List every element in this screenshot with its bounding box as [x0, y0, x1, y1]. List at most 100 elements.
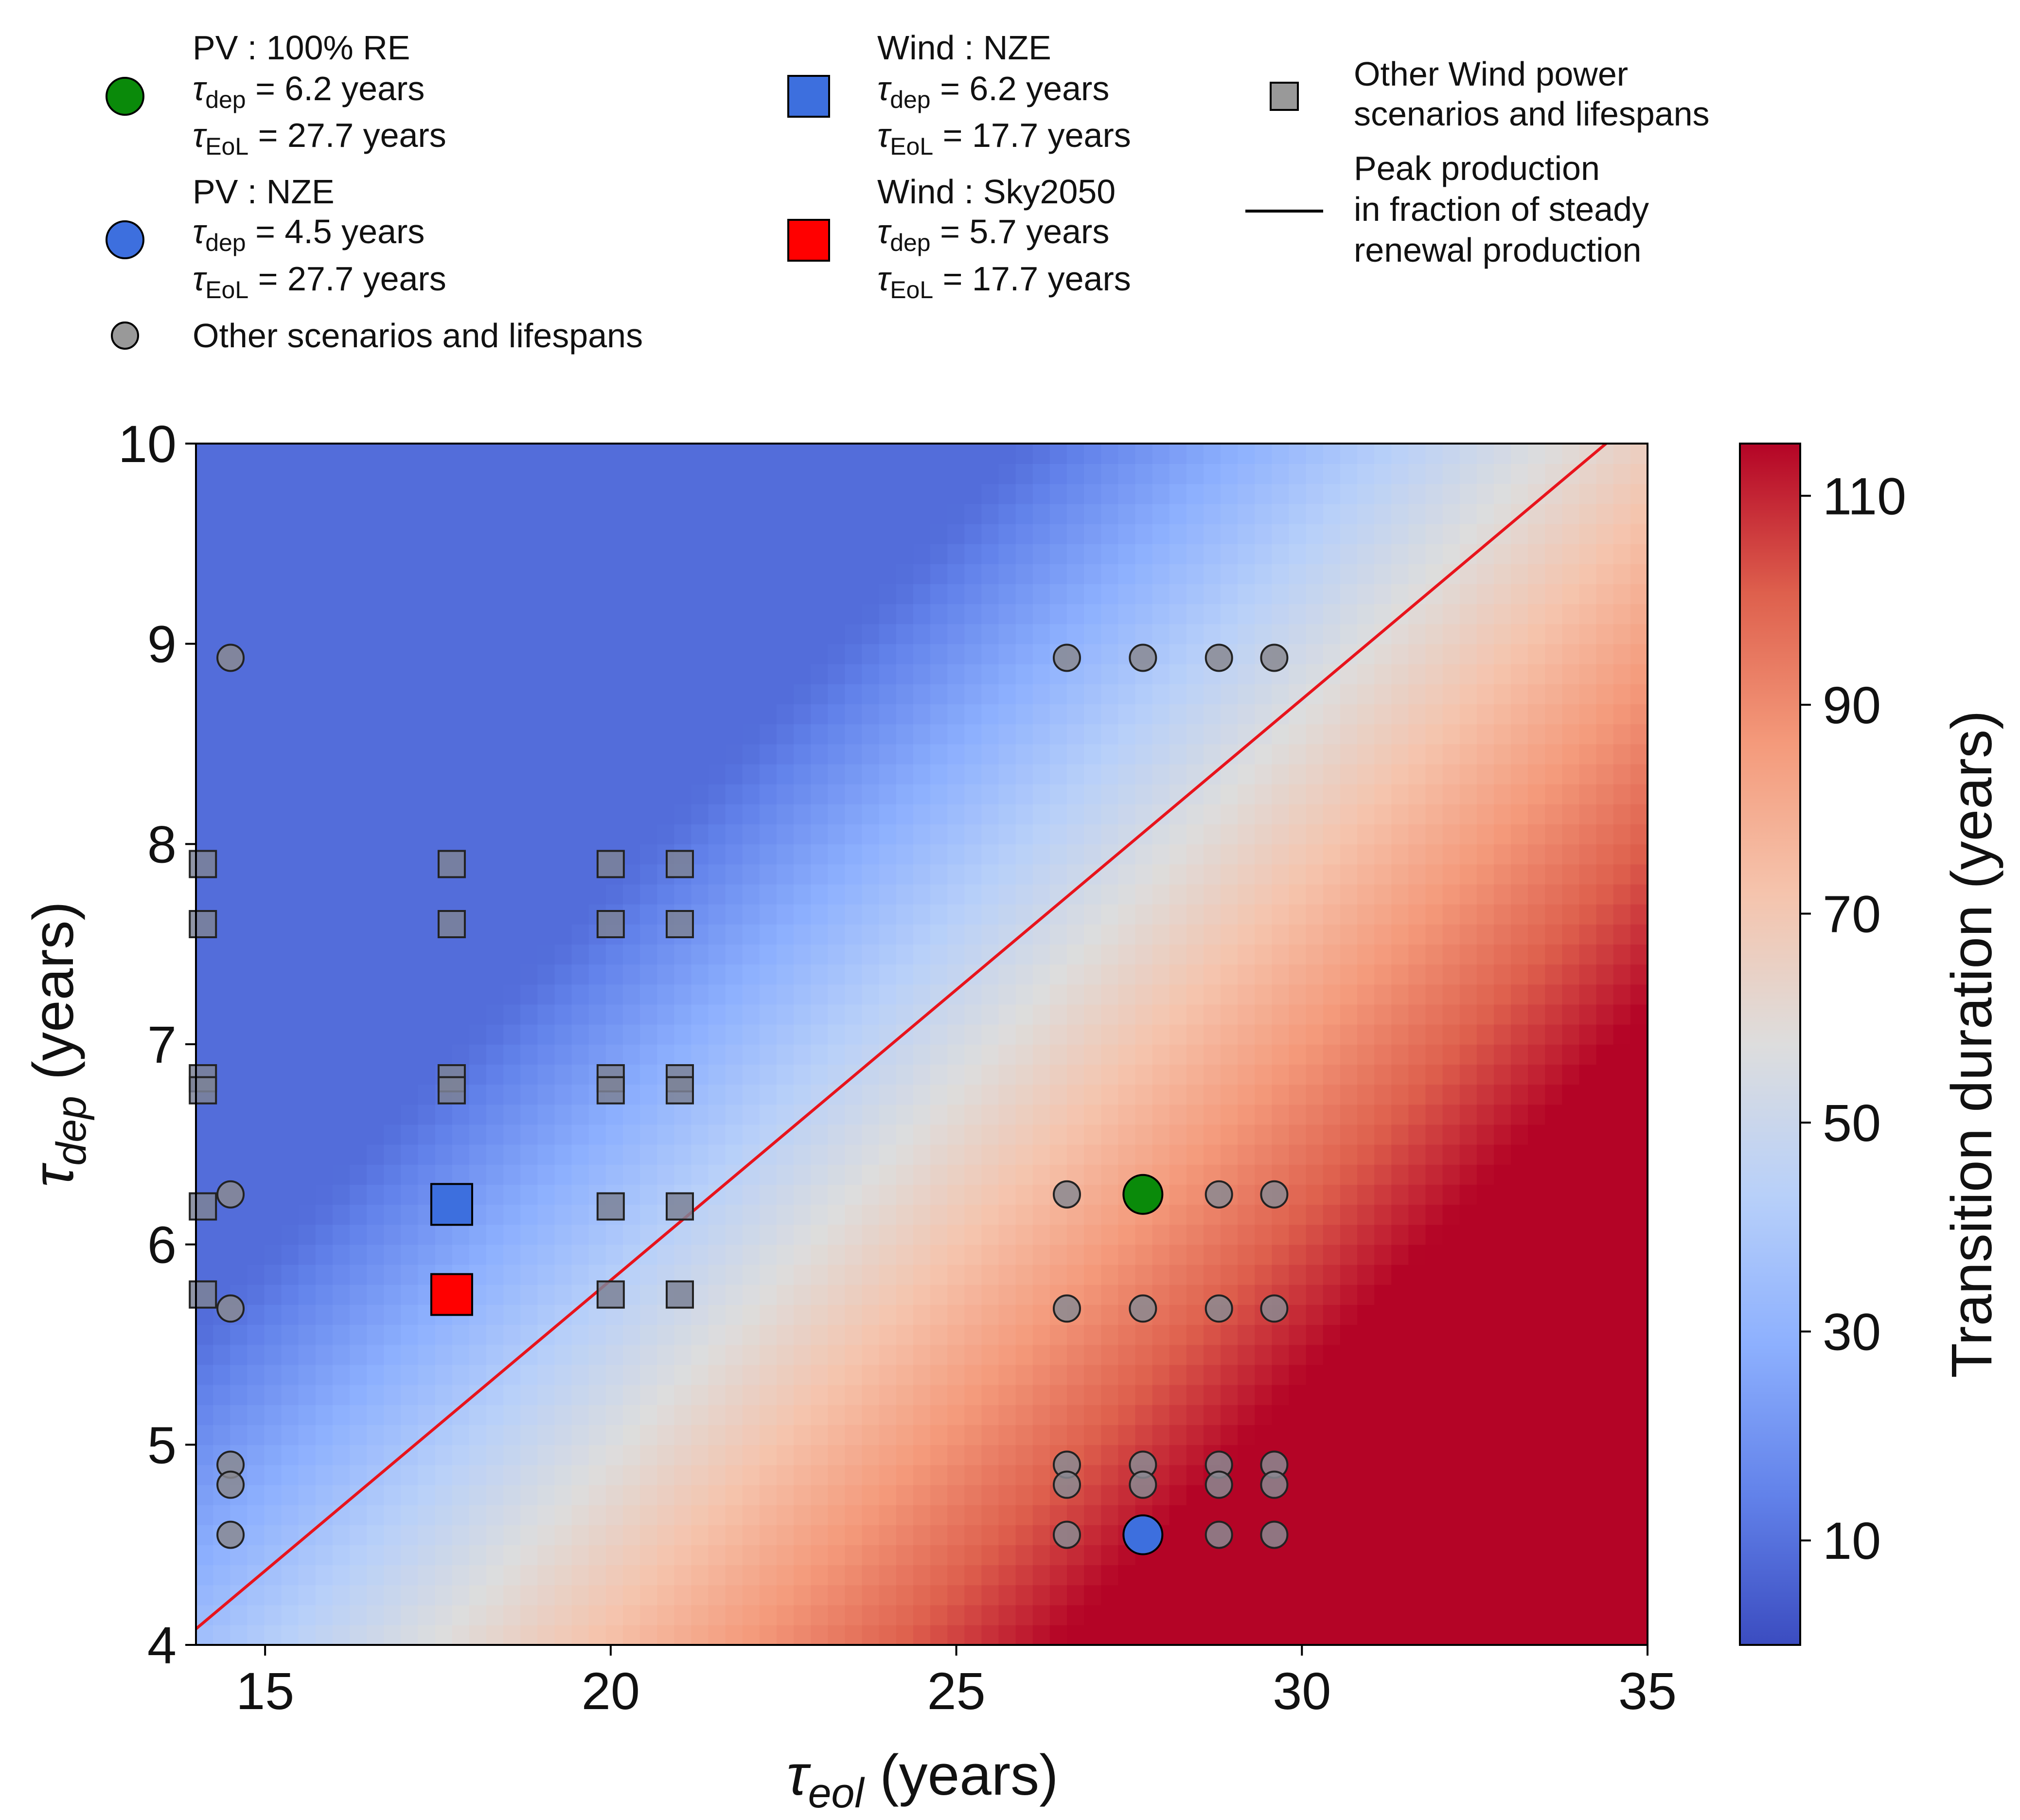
heatmap-cell: [1493, 503, 1511, 524]
heatmap-cell: [1391, 1264, 1409, 1285]
heatmap-cell: [1049, 944, 1067, 965]
heatmap-cell: [742, 1124, 760, 1145]
heatmap-cell: [1425, 764, 1443, 785]
heatmap-cell: [998, 1144, 1016, 1165]
heatmap-cell: [1084, 1364, 1102, 1385]
heatmap-cell: [1374, 1504, 1392, 1525]
heatmap-cell: [1015, 523, 1033, 544]
heatmap-cell: [384, 1244, 402, 1265]
heatmap-cell: [862, 543, 880, 564]
heatmap-cell: [879, 1425, 897, 1445]
heatmap-cell: [742, 1384, 760, 1405]
heatmap-cell: [367, 1184, 385, 1205]
heatmap-cell: [1596, 684, 1614, 704]
heatmap-cell: [1221, 1044, 1238, 1065]
heatmap-cell: [435, 944, 453, 965]
heatmap-cell: [657, 1324, 675, 1345]
heatmap-cell: [725, 904, 743, 925]
heatmap-cell: [998, 1304, 1016, 1325]
heatmap-cell: [1323, 824, 1341, 845]
heatmap-cell: [1101, 1384, 1119, 1405]
heatmap-cell: [777, 924, 794, 945]
heatmap-cell: [588, 1484, 606, 1505]
heatmap-cell: [1596, 663, 1614, 684]
heatmap-cell: [1562, 1384, 1580, 1405]
heatmap-cell: [1238, 1204, 1256, 1225]
heatmap-cell: [1186, 684, 1204, 704]
heatmap-cell: [1442, 1244, 1460, 1265]
heatmap-cell: [1272, 1425, 1290, 1445]
heatmap-cell: [452, 503, 470, 524]
heatmap-cell: [1579, 1304, 1597, 1325]
heatmap-cell: [1203, 824, 1221, 845]
heatmap-cell: [811, 444, 829, 464]
heatmap-cell: [811, 1504, 829, 1525]
heatmap-cell: [1289, 1004, 1307, 1025]
heatmap-cell: [708, 1384, 726, 1405]
heatmap-cell: [1511, 864, 1528, 885]
heatmap-cell: [998, 564, 1016, 584]
heatmap-cell: [930, 784, 948, 804]
heatmap-cell: [1340, 1484, 1358, 1505]
heatmap-cell: [981, 1605, 999, 1625]
heatmap-cell: [503, 1585, 521, 1606]
heatmap-cell: [657, 1384, 675, 1405]
heatmap-cell: [1374, 1324, 1392, 1345]
heatmap-cell: [247, 984, 265, 1005]
heatmap-cell: [1374, 584, 1392, 605]
heatmap-cell: [196, 1364, 213, 1385]
heatmap-cell: [1084, 944, 1102, 965]
heatmap-cell: [196, 1484, 213, 1505]
heatmap-cell: [1323, 864, 1341, 885]
heatmap-cell: [1357, 1304, 1375, 1325]
heatmap-cell: [1135, 1224, 1153, 1245]
heatmap-cell: [1289, 764, 1307, 785]
heatmap-cell: [435, 1504, 453, 1525]
heatmap-cell: [435, 724, 453, 745]
heatmap-cell: [845, 584, 863, 605]
heatmap-cell: [247, 1104, 265, 1125]
heatmap-cell: [315, 1024, 333, 1045]
heatmap-cell: [862, 764, 880, 785]
heatmap-cell: [1101, 1445, 1119, 1465]
heatmap-cell: [725, 884, 743, 905]
heatmap-cell: [281, 643, 299, 664]
heatmap-cell: [691, 1344, 709, 1365]
heatmap-cell: [1135, 1104, 1153, 1125]
heatmap-cell: [1323, 543, 1341, 564]
heatmap-cell: [640, 523, 657, 544]
heatmap-cell: [1135, 1585, 1153, 1606]
heatmap-cell: [964, 564, 982, 584]
heatmap-cell: [1289, 663, 1307, 684]
heatmap-cell: [281, 984, 299, 1005]
heatmap-cell: [452, 724, 470, 745]
heatmap-cell: [1238, 1084, 1256, 1105]
heatmap-cell: [1032, 684, 1050, 704]
heatmap-cell: [1596, 1605, 1614, 1625]
heatmap-cell: [1203, 904, 1221, 925]
heatmap-cell: [315, 1605, 333, 1625]
heatmap-cell: [554, 1104, 572, 1125]
heatmap-cell: [1169, 1464, 1187, 1485]
heatmap-cell: [1340, 1044, 1358, 1065]
heatmap-cell: [537, 1044, 555, 1065]
heatmap-cell: [503, 1064, 521, 1085]
heatmap-cell: [418, 1244, 436, 1265]
heatmap-cell: [1049, 864, 1067, 885]
heatmap-cell: [1152, 1264, 1170, 1285]
heatmap-cell: [1289, 523, 1307, 544]
heatmap-cell: [1340, 1324, 1358, 1345]
heatmap-cell: [1015, 1285, 1033, 1305]
heatmap-cell: [1357, 1344, 1375, 1365]
heatmap-cell: [828, 1364, 846, 1385]
heatmap-cell: [520, 864, 538, 885]
heatmap-cell: [1203, 483, 1221, 504]
heatmap-cell: [1511, 1484, 1528, 1505]
heatmap-cell: [1442, 464, 1460, 484]
heatmap-cell: [554, 444, 572, 464]
heatmap-cell: [1169, 704, 1187, 725]
heatmap-cell: [281, 624, 299, 644]
heatmap-cell: [1528, 1244, 1546, 1265]
heatmap-cell: [571, 604, 589, 625]
heatmap-cell: [691, 984, 709, 1005]
